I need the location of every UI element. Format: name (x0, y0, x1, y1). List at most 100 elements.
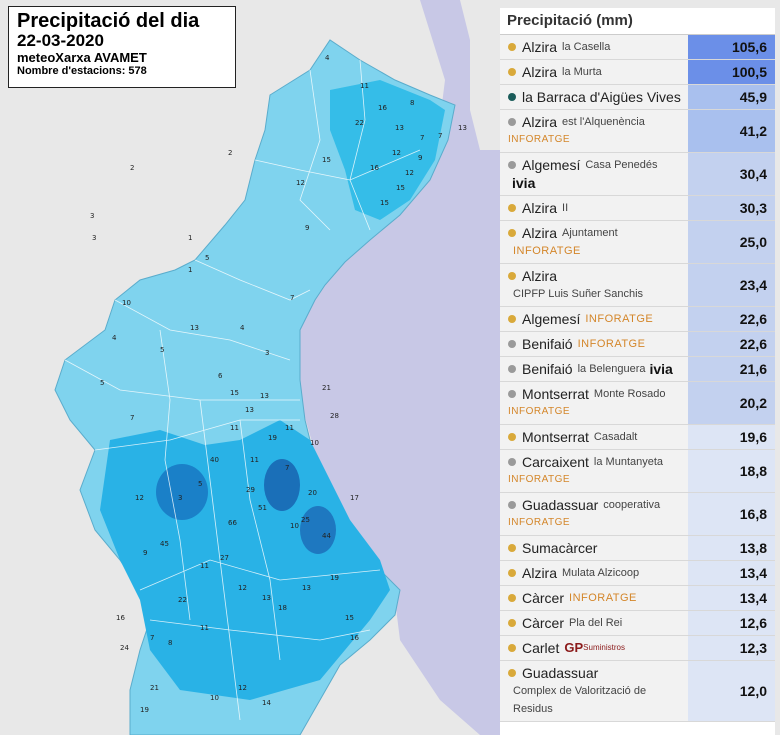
station-value-label: 5 (160, 346, 164, 354)
station-value-label: 3 (92, 234, 96, 242)
station-row[interactable]: Montserrat Monte Rosado INFORATGE 20,2 (500, 382, 775, 425)
station-subname: Monte Rosado (593, 388, 666, 400)
station-value-label: 7 (285, 464, 289, 472)
station-type-dot-icon (508, 390, 516, 398)
station-subname: la Muntanyeta (593, 456, 664, 468)
max-cell-alzira (264, 459, 300, 511)
station-row[interactable]: Algemesí Casa Penedés ivia 30,4 (500, 153, 775, 196)
station-name: Sumacàrcer (522, 540, 598, 556)
station-row[interactable]: Càrcer Pla del Rei 12,6 (500, 611, 775, 636)
station-name-cell: Alzira la Murta (500, 60, 688, 84)
station-value-label: 51 (258, 504, 267, 512)
station-row[interactable]: Alzira la Casella 105,6 (500, 35, 775, 60)
station-value-label: 7 (438, 132, 442, 140)
station-count: Nombre d'estacions: 578 (17, 65, 147, 77)
station-value-label: 1 (188, 234, 192, 242)
station-value-label: 7 (130, 414, 134, 422)
inforatge-logo: INFORATGE (508, 517, 571, 528)
station-value-label: 15 (230, 389, 239, 397)
station-name: Càrcer (522, 615, 565, 631)
station-row[interactable]: Algemesí INFORATGE 22,6 (500, 307, 775, 332)
station-row[interactable]: Sumacàrcer 13,8 (500, 536, 775, 561)
panel-header: Precipitació (mm) (500, 8, 775, 35)
station-row[interactable]: Guadassuar Complex de Valorització de Res… (500, 661, 775, 722)
station-value-label: 22 (178, 596, 187, 604)
station-name-cell: Guadassuar Complex de Valorització de Res… (500, 661, 688, 721)
sea (295, 0, 500, 735)
station-name: Alzira (522, 200, 558, 216)
station-name: Algemesí (522, 311, 581, 327)
station-name-cell: Alzira est l'Alquenència INFORATGE (500, 110, 688, 152)
station-row[interactable]: Càrcer INFORATGE 13,4 (500, 586, 775, 611)
ivia-logo: ivia (649, 361, 673, 377)
station-name-cell: Sumacàrcer (500, 536, 688, 560)
station-row[interactable]: Carlet GP Suministros 12,3 (500, 636, 775, 661)
station-type-dot-icon (508, 669, 516, 677)
station-value-label: 4 (325, 54, 330, 62)
station-value-label: 2 (130, 164, 134, 172)
station-value-label: 19 (330, 574, 339, 582)
station-subname: la Casella (562, 41, 611, 53)
station-value-label: 7 (150, 634, 154, 642)
station-value-label: 12 (296, 179, 305, 187)
station-type-dot-icon (508, 118, 516, 126)
station-row[interactable]: Guadassuar cooperativa INFORATGE 16,8 (500, 493, 775, 536)
station-row[interactable]: Alzira la Murta 100,5 (500, 60, 775, 85)
station-value-label: 19 (140, 706, 149, 714)
station-row[interactable]: Carcaixent la Muntanyeta INFORATGE 18,8 (500, 450, 775, 493)
station-value-label: 12 (238, 684, 247, 692)
station-type-dot-icon (508, 365, 516, 373)
station-row[interactable]: Alzira Mulata Alzicoop 13,4 (500, 561, 775, 586)
station-name: Benifaió (522, 361, 573, 377)
station-value-label: 40 (210, 456, 219, 464)
station-subname: la Belenguera (577, 363, 646, 375)
inforatge-logo: INFORATGE (577, 338, 646, 350)
station-name-cell: Montserrat Casadalt (500, 425, 688, 449)
station-type-dot-icon (508, 229, 516, 237)
station-value-label: 12 (392, 149, 401, 157)
station-value-label: 5 (205, 254, 209, 262)
inforatge-logo: INFORATGE (508, 134, 571, 145)
station-type-dot-icon (508, 340, 516, 348)
station-value-label: 13 (190, 324, 199, 332)
precipitation-value: 20,2 (688, 382, 775, 424)
station-name: Alzira (522, 39, 558, 55)
station-type-dot-icon (508, 619, 516, 627)
station-value-label: 7 (420, 134, 424, 142)
precipitation-value: 25,0 (688, 221, 775, 263)
station-type-dot-icon (508, 433, 516, 441)
station-row[interactable]: Alzira II 30,3 (500, 196, 775, 221)
inforatge-logo: INFORATGE (508, 474, 571, 485)
precipitation-value: 12,6 (688, 611, 775, 635)
station-row[interactable]: la Barraca d'Aigües Vives 45,9 (500, 85, 775, 110)
station-subname: II (562, 202, 569, 214)
station-row[interactable]: Alzira CIPFP Luis Suñer Sanchis 23,4 (500, 264, 775, 307)
station-type-dot-icon (508, 501, 516, 509)
station-row[interactable]: Benifaió la Belenguera ivia 21,6 (500, 357, 775, 382)
precipitation-value: 41,2 (688, 110, 775, 152)
station-row[interactable]: Alzira Ajuntament INFORATGE 25,0 (500, 221, 775, 264)
precipitation-value: 30,4 (688, 153, 775, 195)
station-type-dot-icon (508, 315, 516, 323)
station-value-label: 44 (322, 532, 331, 540)
station-type-dot-icon (508, 161, 516, 169)
station-row[interactable]: Alzira est l'Alquenència INFORATGE 41,2 (500, 110, 775, 153)
station-value-label: 11 (200, 562, 209, 570)
station-value-label: 14 (262, 699, 271, 707)
station-value-label: 11 (360, 82, 369, 90)
station-row[interactable]: Montserrat Casadalt 19,6 (500, 425, 775, 450)
station-value-label: 21 (150, 684, 159, 692)
station-row[interactable]: Benifaió INFORATGE 22,6 (500, 332, 775, 357)
station-type-dot-icon (508, 594, 516, 602)
precipitation-value: 23,4 (688, 264, 775, 306)
inforatge-logo: INFORATGE (569, 592, 637, 604)
precipitation-value: 45,9 (688, 85, 775, 109)
station-name: Guadassuar (522, 665, 599, 681)
precipitation-value: 18,8 (688, 450, 775, 492)
station-name-cell: Alzira CIPFP Luis Suñer Sanchis (500, 264, 688, 306)
precipitation-value: 19,6 (688, 425, 775, 449)
station-name: Càrcer (522, 590, 565, 606)
station-name-cell: Carlet GP Suministros (500, 636, 688, 660)
station-type-dot-icon (508, 544, 516, 552)
station-name: Montserrat (522, 386, 589, 402)
